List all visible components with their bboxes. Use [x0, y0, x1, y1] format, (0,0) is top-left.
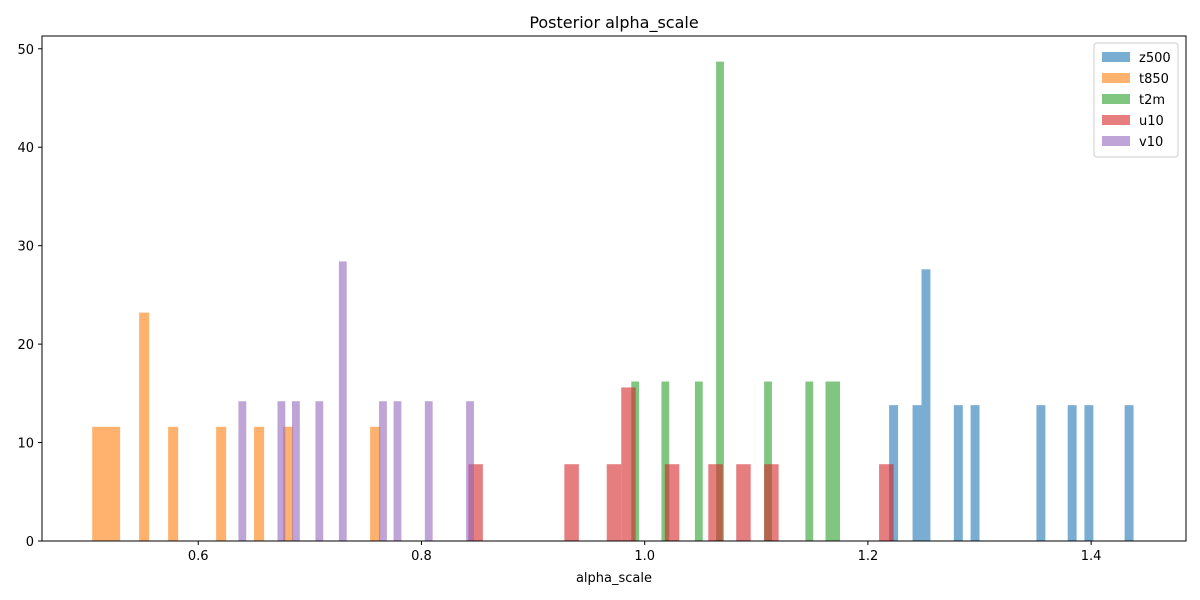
bar-t850-0: [92, 426, 121, 541]
legend-swatch-t850: [1102, 73, 1130, 83]
x-tick-label: 0.8: [411, 549, 432, 564]
bar-u10-1: [564, 464, 579, 541]
bar-z500-3: [953, 405, 963, 541]
bar-z500-7: [1084, 405, 1094, 541]
bar-t850-5: [283, 426, 294, 541]
bar-z500-1: [912, 405, 922, 541]
bar-t850-6: [370, 426, 381, 541]
legend-swatch-z500: [1102, 52, 1130, 62]
legend-swatch-u10: [1102, 115, 1130, 125]
bar-v10-0: [238, 401, 247, 541]
bars-layer: [92, 61, 1134, 541]
y-tick-label: 50: [17, 43, 34, 58]
legend-label-v10: v10: [1139, 135, 1163, 150]
bar-v10-8: [466, 401, 474, 541]
bar-u10-2: [606, 464, 622, 541]
bar-u10-4: [664, 464, 680, 541]
bar-v10-1: [277, 401, 286, 541]
y-tick-label: 30: [17, 240, 34, 255]
bar-t850-1: [139, 312, 150, 541]
bar-z500-6: [1067, 405, 1077, 541]
bar-u10-8: [879, 464, 894, 541]
x-tick-label: 1.4: [1081, 549, 1102, 564]
bar-v10-5: [379, 401, 387, 541]
bar-t2m-2: [694, 381, 703, 541]
bar-t850-4: [254, 426, 265, 541]
bar-u10-6: [736, 464, 751, 541]
bar-t850-2: [168, 426, 179, 541]
bar-t2m-4: [764, 381, 772, 541]
chart-title: Posterior alpha_scale: [529, 13, 698, 33]
bar-u10-3: [621, 387, 636, 541]
bar-t2m-5: [805, 381, 814, 541]
legend-label-z500: z500: [1139, 51, 1171, 66]
y-tick-label: 40: [17, 141, 34, 156]
legend-swatch-v10: [1102, 136, 1130, 146]
bar-z500-2: [921, 269, 931, 541]
bar-u10-5: [708, 464, 723, 541]
y-tick-label: 10: [17, 437, 34, 452]
bar-z500-8: [1124, 405, 1134, 541]
bar-t2m-1: [661, 381, 670, 541]
x-tick-label: 1.2: [858, 549, 879, 564]
bar-v10-6: [393, 401, 402, 541]
bar-v10-4: [338, 261, 347, 541]
bar-t2m-6: [825, 381, 841, 541]
bar-z500-5: [1036, 405, 1046, 541]
bar-v10-7: [424, 401, 433, 541]
bar-v10-2: [292, 401, 300, 541]
legend-label-u10: u10: [1139, 114, 1164, 129]
x-axis: 0.6 0.8 1.0 1.2 1.4: [188, 541, 1102, 564]
x-tick-label: 0.6: [188, 549, 209, 564]
legend: z500 t850 t2m u10 v10: [1093, 42, 1179, 158]
bar-t2m-3: [716, 61, 724, 541]
y-tick-label: 0: [26, 535, 34, 550]
bar-z500-4: [970, 405, 980, 541]
y-axis: 0 10 20 30 40 50: [17, 43, 42, 550]
legend-swatch-t2m: [1102, 94, 1130, 104]
bar-t850-3: [216, 426, 227, 541]
x-tick-label: 1.0: [634, 549, 655, 564]
x-axis-label: alpha_scale: [576, 571, 652, 586]
y-tick-label: 20: [17, 338, 34, 353]
legend-label-t2m: t2m: [1139, 93, 1165, 108]
bar-u10-7: [764, 464, 779, 541]
legend-box: [1093, 42, 1179, 158]
legend-label-t850: t850: [1139, 72, 1169, 87]
plot-frame: [41, 35, 1187, 542]
bar-v10-3: [315, 401, 324, 541]
